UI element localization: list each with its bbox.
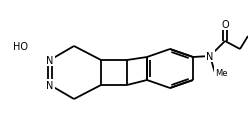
Text: N: N [46, 56, 54, 65]
Text: HO: HO [12, 42, 28, 52]
Text: O: O [221, 20, 229, 30]
Text: Me: Me [215, 69, 227, 78]
Text: N: N [46, 80, 54, 90]
Text: N: N [206, 52, 214, 61]
